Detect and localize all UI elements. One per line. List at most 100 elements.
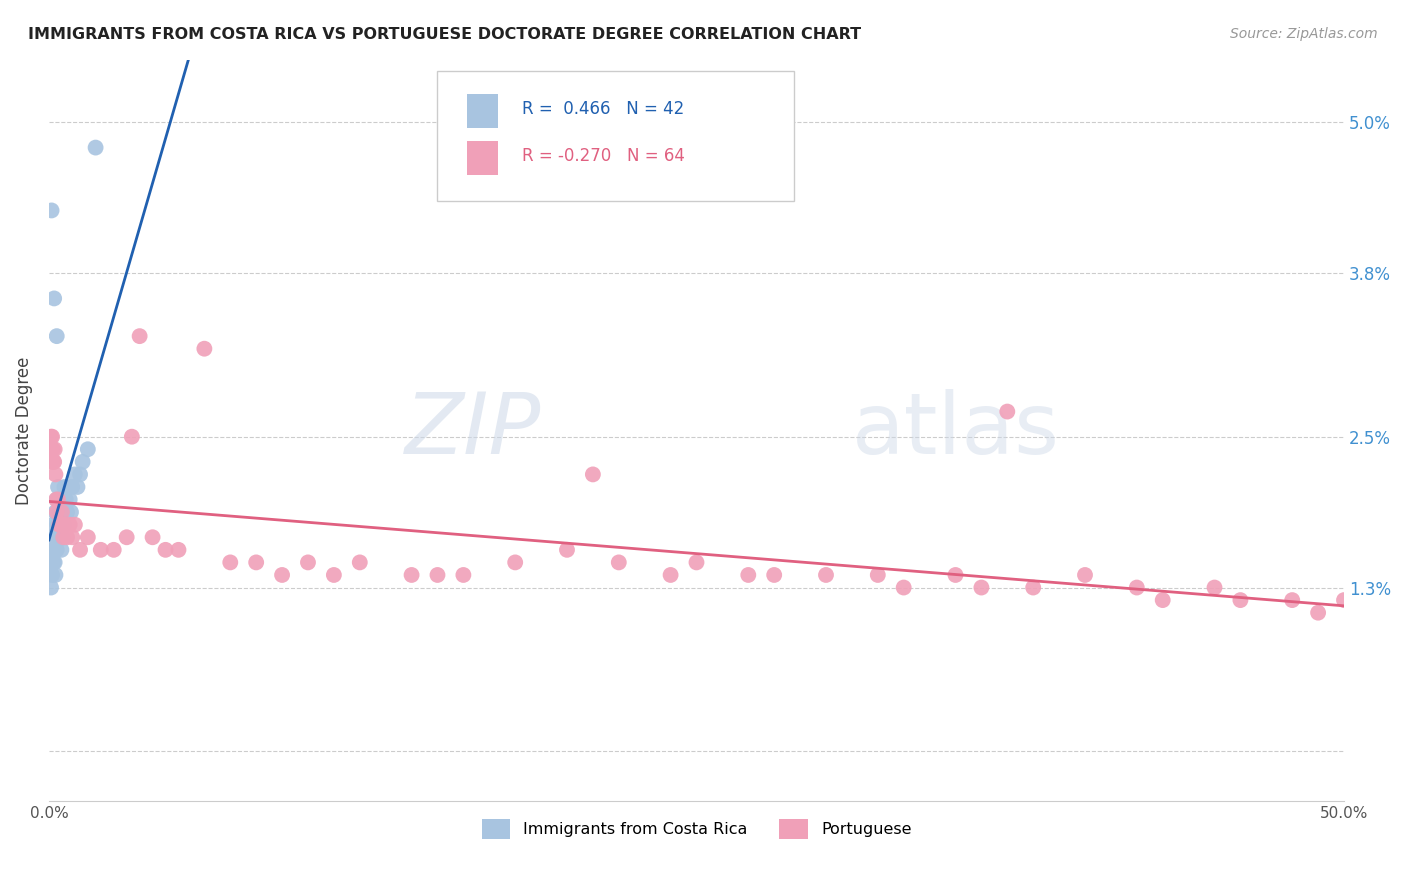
Point [51, 505, 73, 519]
Point [45, 492, 67, 507]
Text: ZIP: ZIP [405, 389, 541, 472]
Point [128, 329, 150, 343]
Text: IMMIGRANTS FROM COSTA RICA VS PORTUGUESE DOCTORATE DEGREE CORRELATION CHART: IMMIGRANTS FROM COSTA RICA VS PORTUGUESE… [28, 27, 862, 42]
Point [167, 542, 190, 557]
Point [63, 467, 86, 482]
Point [893, 581, 915, 595]
Point [219, 555, 242, 569]
Legend: Immigrants from Costa Rica, Portuguese: Immigrants from Costa Rica, Portuguese [475, 813, 918, 845]
Point [51, 492, 73, 507]
Point [582, 467, 605, 482]
Point [56, 505, 79, 519]
Point [69, 467, 91, 482]
Point [42, 517, 65, 532]
Point [53, 480, 76, 494]
Point [995, 404, 1018, 418]
Point [44, 455, 66, 469]
Point [659, 568, 682, 582]
Point [53, 517, 76, 532]
Point [51, 530, 73, 544]
Point [45, 530, 67, 544]
FancyBboxPatch shape [437, 70, 793, 201]
Point [39, 442, 62, 457]
Text: R = -0.270   N = 64: R = -0.270 N = 64 [522, 147, 685, 165]
Point [60, 480, 83, 494]
Point [945, 568, 967, 582]
Point [1333, 593, 1355, 607]
Point [45, 505, 67, 519]
Point [39, 555, 62, 569]
Point [1074, 568, 1097, 582]
Point [426, 568, 449, 582]
Point [42, 555, 65, 569]
Point [49, 517, 72, 532]
Point [453, 568, 475, 582]
Point [69, 542, 91, 557]
Point [401, 568, 423, 582]
Point [46, 517, 69, 532]
Y-axis label: Doctorate Degree: Doctorate Degree [15, 356, 32, 505]
Point [45, 329, 67, 343]
Point [41, 203, 63, 218]
Point [59, 492, 82, 507]
Point [44, 542, 66, 557]
Bar [467, 141, 498, 175]
Text: atlas: atlas [852, 389, 1060, 472]
Point [41, 430, 63, 444]
Point [44, 568, 66, 582]
Point [1022, 581, 1045, 595]
Point [46, 530, 69, 544]
Point [115, 530, 138, 544]
Point [90, 542, 112, 557]
Point [1281, 593, 1303, 607]
Point [866, 568, 889, 582]
Point [56, 530, 79, 544]
Point [48, 505, 70, 519]
Point [60, 530, 83, 544]
Point [737, 568, 759, 582]
Point [59, 505, 82, 519]
Point [39, 581, 62, 595]
Point [349, 555, 371, 569]
Text: Source: ZipAtlas.com: Source: ZipAtlas.com [1230, 27, 1378, 41]
Point [41, 530, 63, 544]
Point [72, 455, 94, 469]
Point [607, 555, 630, 569]
Point [48, 517, 70, 532]
Point [142, 530, 165, 544]
Point [121, 430, 143, 444]
Point [41, 568, 63, 582]
Point [297, 555, 319, 569]
Point [42, 442, 65, 457]
Point [44, 442, 66, 457]
Point [555, 542, 578, 557]
Point [84, 140, 107, 154]
Point [44, 467, 66, 482]
Point [66, 480, 89, 494]
Point [1152, 593, 1174, 607]
Point [42, 455, 65, 469]
Point [46, 480, 69, 494]
Point [45, 542, 67, 557]
Point [44, 505, 66, 519]
Point [1229, 593, 1251, 607]
Point [103, 542, 125, 557]
Point [46, 492, 69, 507]
Point [763, 568, 786, 582]
Point [51, 542, 73, 557]
Point [1204, 581, 1226, 595]
Text: R =  0.466   N = 42: R = 0.466 N = 42 [522, 100, 683, 119]
Point [52, 530, 75, 544]
Point [63, 517, 86, 532]
Point [322, 568, 344, 582]
Point [1306, 606, 1329, 620]
Point [193, 342, 215, 356]
Point [49, 517, 72, 532]
Point [42, 542, 65, 557]
Point [155, 542, 177, 557]
Point [970, 581, 993, 595]
Point [271, 568, 294, 582]
Point [58, 480, 80, 494]
Bar [467, 95, 498, 128]
Point [245, 555, 267, 569]
